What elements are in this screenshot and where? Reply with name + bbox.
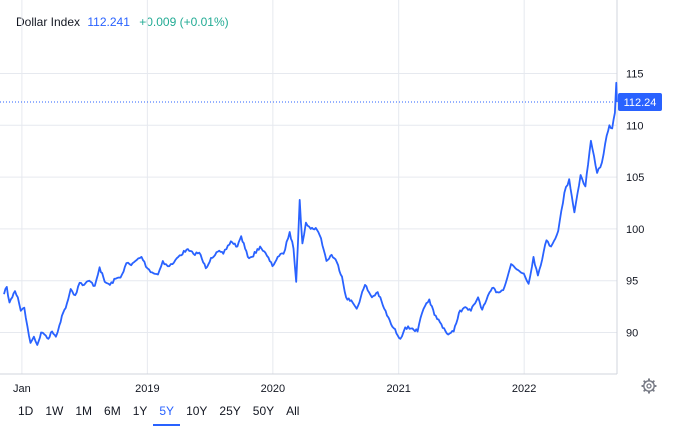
range-selector: 1D 1W 1M 6M 1Y 5Y 10Y 25Y 50Y All bbox=[12, 400, 305, 426]
last-value: 112.241 bbox=[87, 15, 130, 29]
x-tick-label: 2019 bbox=[135, 383, 159, 395]
y-tick-label: 90 bbox=[626, 328, 638, 340]
y-tick-label: 95 bbox=[626, 276, 638, 288]
gear-icon[interactable] bbox=[641, 378, 657, 394]
range-tab-50y[interactable]: 50Y bbox=[252, 404, 275, 418]
price-change: +0.009 (+0.01%) bbox=[139, 15, 229, 29]
y-tick-label: 105 bbox=[626, 172, 644, 184]
x-tick-label: 2021 bbox=[386, 383, 410, 395]
series-line bbox=[3, 81, 618, 346]
range-tab-6m[interactable]: 6M bbox=[104, 404, 121, 418]
price-label-box bbox=[618, 93, 662, 112]
range-tab-1m[interactable]: 1M bbox=[75, 404, 93, 418]
range-tab-1d[interactable]: 1D bbox=[18, 404, 34, 418]
range-tab-5y[interactable]: 5Y bbox=[153, 400, 181, 426]
chart-legend: Dollar Index 112.241 +0.009 (+0.01%) bbox=[16, 14, 229, 30]
x-tick-label: 2020 bbox=[261, 383, 285, 395]
price-label: 112.24 bbox=[624, 97, 657, 109]
range-tab-1w[interactable]: 1W bbox=[45, 404, 64, 418]
y-tick-label: 100 bbox=[626, 224, 644, 236]
range-tab-all[interactable]: All bbox=[286, 404, 300, 418]
range-tab-1y[interactable]: 1Y bbox=[132, 404, 148, 418]
range-tab-10y[interactable]: 10Y bbox=[186, 404, 208, 418]
x-tick-label: 2022 bbox=[512, 383, 536, 395]
y-tick-label: 115 bbox=[626, 68, 644, 80]
symbol-name: Dollar Index bbox=[16, 15, 81, 29]
y-tick-label: 110 bbox=[626, 120, 644, 132]
x-tick-label: Jan bbox=[13, 383, 31, 395]
range-tab-25y[interactable]: 25Y bbox=[219, 404, 241, 418]
